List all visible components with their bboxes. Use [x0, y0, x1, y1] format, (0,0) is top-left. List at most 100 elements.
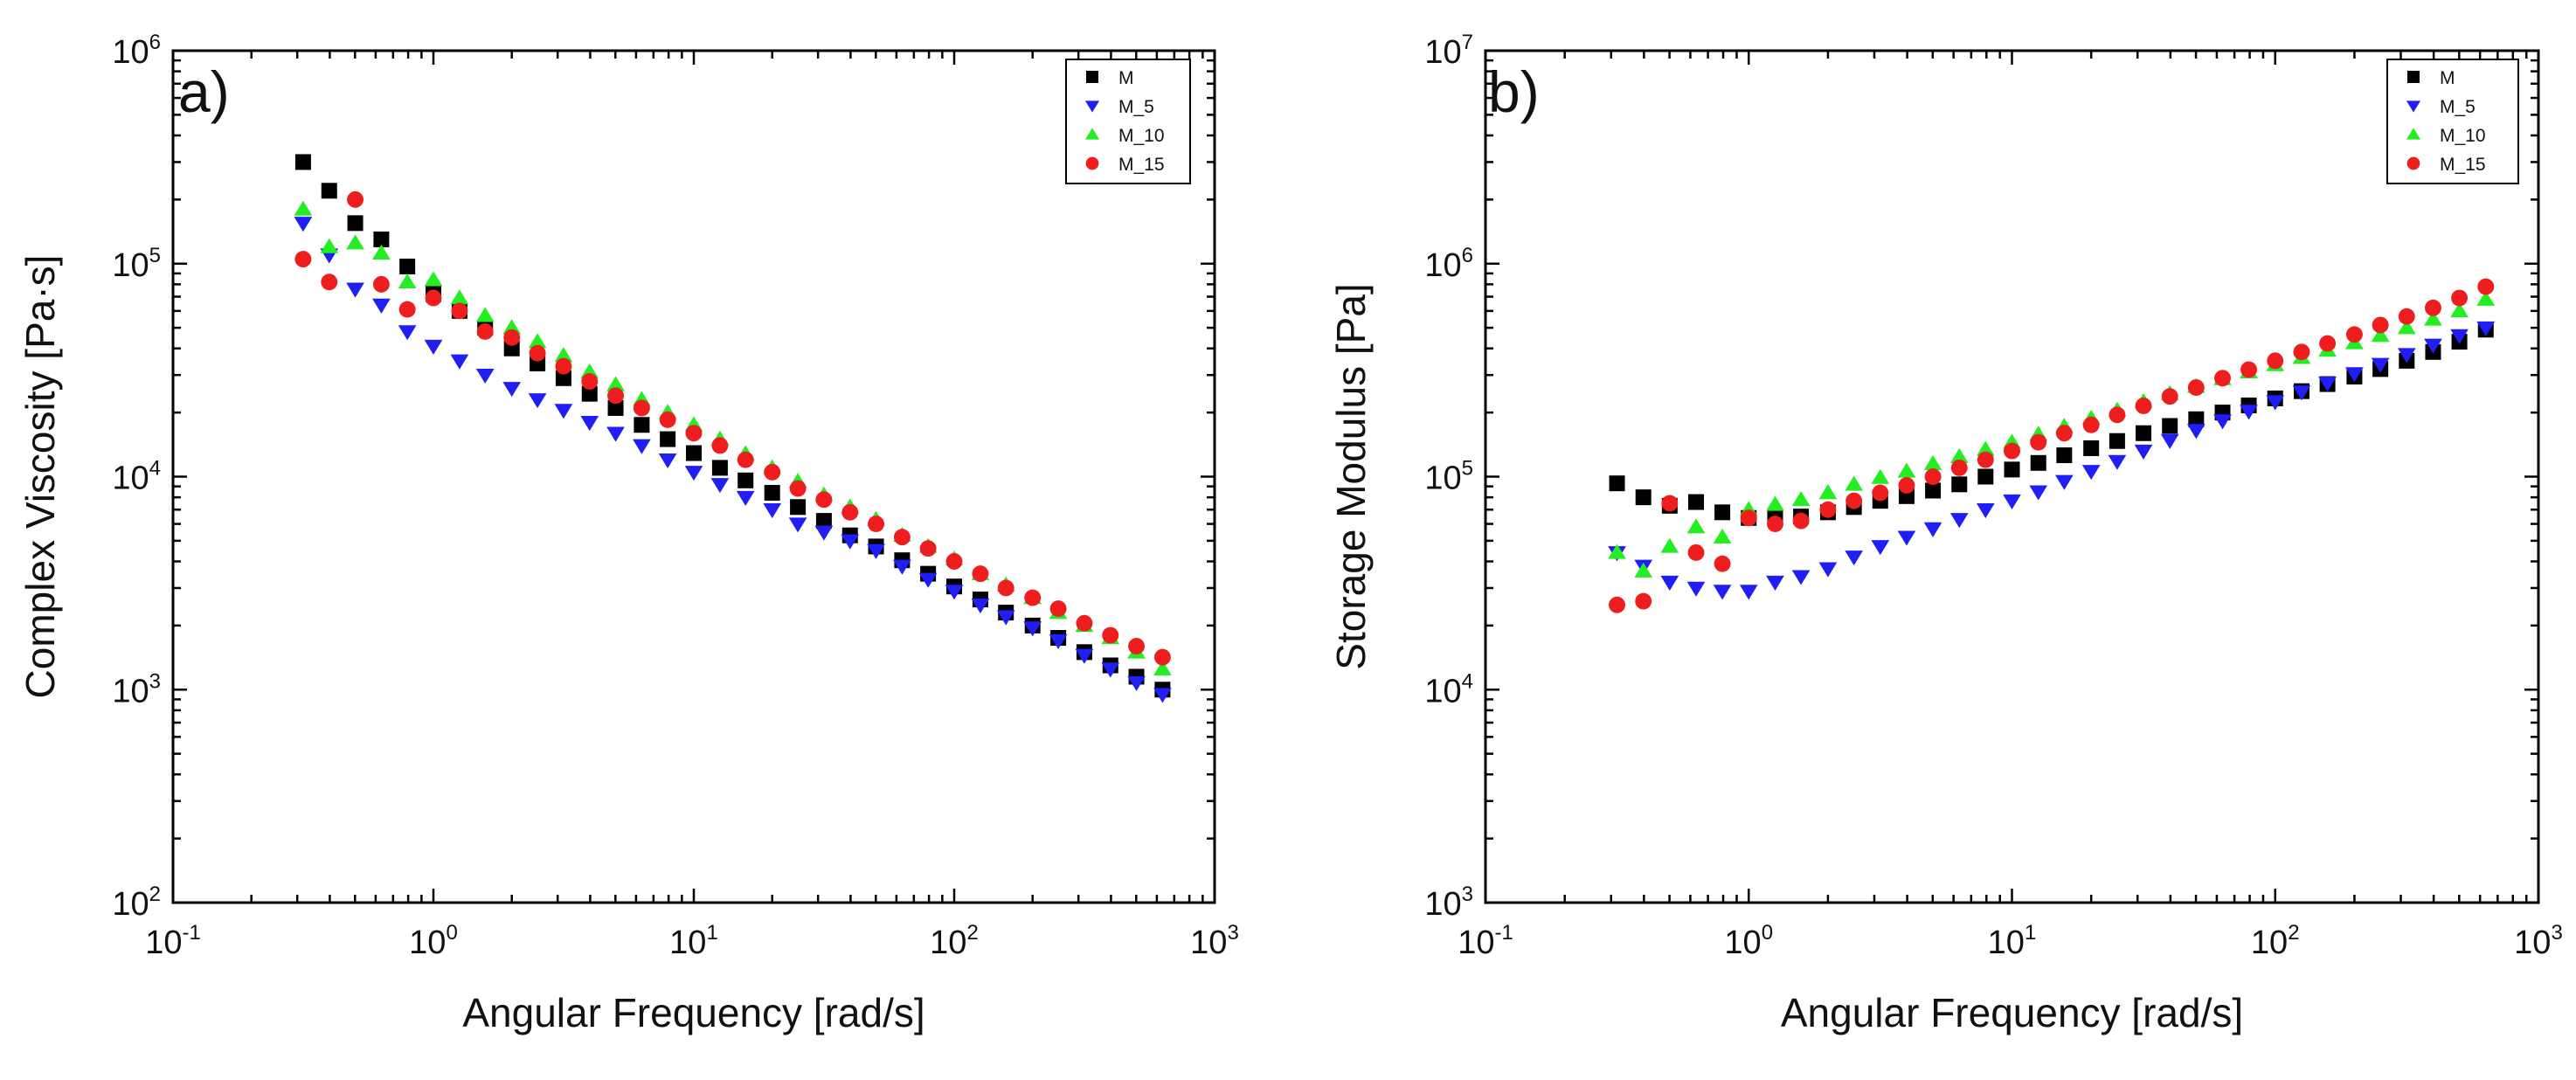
data-point [919, 540, 937, 557]
data-point [2082, 416, 2100, 433]
data-point [1950, 459, 1968, 476]
legend-label: M_15 [2440, 155, 2486, 175]
data-point [1871, 468, 1890, 484]
data-point [1923, 522, 1942, 537]
legend-item: M [2407, 68, 2455, 88]
data-point [1635, 489, 1652, 506]
legend-item: M_10 [1084, 126, 1165, 146]
data-point [1818, 562, 1838, 578]
legend: M M_5 M_10 M_15 [1065, 59, 1191, 184]
data-point [2030, 433, 2047, 451]
data-point [1128, 638, 1146, 654]
data-point [346, 282, 364, 298]
data-point [2292, 385, 2311, 401]
legend-label: M [2440, 68, 2455, 88]
data-point [347, 215, 364, 232]
data-point [737, 451, 754, 468]
data-point [2134, 444, 2153, 460]
data-point [1897, 530, 1916, 546]
data-point [764, 484, 780, 501]
data-point [475, 368, 495, 384]
data-point [2450, 329, 2469, 344]
data-point [475, 307, 495, 322]
data-point [893, 529, 911, 546]
data-point [1792, 512, 1810, 530]
data-point [2371, 357, 2390, 373]
data-point [711, 460, 728, 476]
data-point [1898, 477, 1915, 494]
data-point [2003, 494, 2021, 510]
data-point [1713, 528, 1732, 543]
data-point [528, 333, 547, 349]
x-tick-label: 100 [1724, 921, 1773, 961]
data-point [1977, 468, 1994, 485]
data-point [321, 273, 338, 291]
data-point [451, 302, 468, 320]
data-point [1661, 495, 1679, 512]
y-axis-label: Storage Modulus [Pa] [1328, 283, 1374, 669]
data-point [2214, 370, 2231, 387]
legend-item: M [1086, 68, 1134, 88]
data-point [2109, 433, 2125, 449]
data-point [2424, 338, 2442, 354]
data-point [1101, 662, 1120, 678]
x-tick-label: 103 [2514, 921, 2563, 961]
legend-item: M_15 [1085, 155, 1165, 175]
x-axis-label: Angular Frequency [rad/s] [1781, 990, 2243, 1035]
data-point [2266, 395, 2285, 411]
series-m-15 [1609, 278, 2495, 613]
legend-marker [2406, 128, 2421, 140]
data-point [1024, 589, 1042, 606]
x-axis-label: Angular Frequency [rad/s] [462, 990, 924, 1035]
data-point [1791, 570, 1811, 585]
x-tick-label: 101 [1988, 921, 2037, 961]
legend-label: M_5 [1118, 97, 1154, 117]
data-point [398, 325, 417, 341]
data-point [294, 217, 313, 232]
data-point [2162, 418, 2178, 434]
panel-label: b) [1488, 59, 1540, 124]
data-point [502, 319, 522, 335]
data-point [346, 234, 364, 250]
data-point [737, 472, 754, 488]
data-point [2477, 278, 2495, 295]
data-point [555, 370, 571, 386]
data-point [2398, 308, 2415, 325]
data-point [503, 329, 521, 346]
data-point [1049, 633, 1068, 649]
data-point [1635, 592, 1652, 610]
data-point [660, 431, 676, 447]
data-point [2081, 465, 2101, 481]
panel-a: 10-1 100 101 102 103 102 103 104 105 106 Angular F… [17, 31, 1239, 1035]
legend-item: M_5 [1084, 97, 1154, 117]
data-point [294, 154, 311, 170]
data-point [476, 322, 494, 340]
data-point [372, 244, 391, 260]
data-point [945, 553, 963, 570]
y-tick-label: 105 [1424, 457, 1473, 497]
data-point [2136, 425, 2152, 441]
data-point [684, 466, 703, 481]
data-point [2188, 411, 2205, 427]
data-point [893, 559, 911, 575]
legend-item: M_10 [2406, 126, 2486, 146]
x-tick-label: 10-1 [1458, 921, 1513, 961]
data-point [607, 387, 625, 405]
x-tick-label: 102 [930, 921, 979, 961]
data-point [1923, 454, 1942, 470]
legend-label: M [1118, 68, 1134, 88]
data-point [997, 579, 1014, 597]
data-point [1766, 575, 1784, 591]
data-point [2345, 326, 2363, 343]
legend-marker [1084, 128, 1100, 140]
data-point [2109, 406, 2126, 424]
data-point [841, 534, 860, 550]
data-point [711, 437, 729, 454]
x-tick-label: 102 [2251, 921, 2300, 961]
legend-item: M_15 [2406, 155, 2486, 175]
data-point [633, 439, 651, 454]
data-point [581, 373, 599, 390]
data-point [1153, 648, 1171, 666]
data-point [788, 517, 807, 533]
